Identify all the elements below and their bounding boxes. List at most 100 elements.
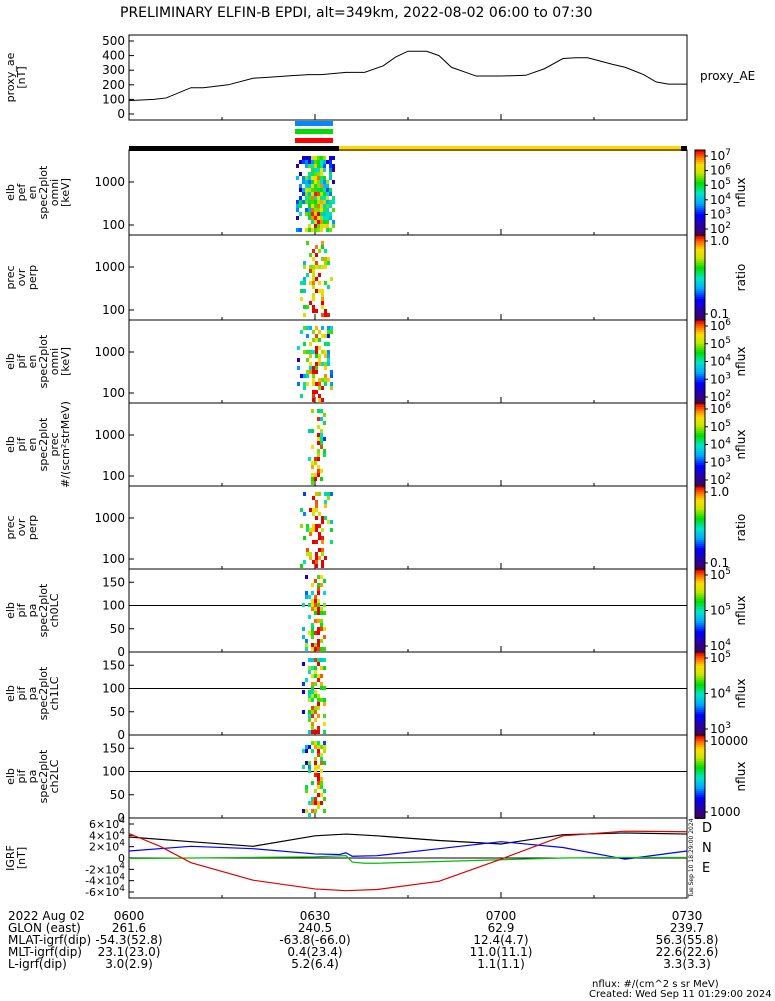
spectro-cell xyxy=(305,212,308,216)
time-row-value: 0600 xyxy=(114,909,145,923)
colorbar-cell xyxy=(695,423,705,425)
spectro-cell xyxy=(311,710,314,714)
spectro-cell xyxy=(324,313,327,317)
spectro-cell xyxy=(311,583,314,587)
spectro-cell xyxy=(317,583,320,587)
ylabel-line: [nT] xyxy=(15,66,28,88)
ytick-label: 100 xyxy=(102,552,125,566)
spectro-cell xyxy=(315,326,318,330)
spectro-cell xyxy=(320,757,323,761)
spectro-cell xyxy=(332,164,335,168)
panel-frame xyxy=(128,485,688,570)
colorbar-cell xyxy=(695,392,705,394)
ytick-label: 50 xyxy=(110,705,125,719)
spectro-cell xyxy=(324,556,327,560)
spectro-cell xyxy=(321,548,324,552)
spectro-cell xyxy=(306,358,309,362)
spectro-cell xyxy=(306,350,309,354)
spectro-cell xyxy=(326,228,329,232)
colorbar-cell xyxy=(695,372,705,374)
colorbar-cell xyxy=(695,767,705,769)
spectro-cell xyxy=(314,595,317,599)
spectro-cell xyxy=(302,662,305,666)
spectro-cell xyxy=(308,212,311,216)
colorbar-cell xyxy=(695,656,705,658)
spectro-cell xyxy=(306,382,309,386)
colorbar-cell xyxy=(695,330,705,332)
spectro-cell xyxy=(315,504,318,508)
spectro-cell xyxy=(309,370,312,374)
side-date-stamp: Tue Sep 10 18:29:00 2024 xyxy=(688,818,695,898)
spectro-cell xyxy=(312,330,315,334)
colorbar-cell xyxy=(695,647,705,649)
colorbar-cell xyxy=(695,352,705,354)
colorbar-cell xyxy=(695,538,705,540)
colorbar-cell xyxy=(695,544,705,546)
colorbar-cell xyxy=(695,230,705,232)
colorbar-cell xyxy=(695,374,705,376)
spectro-cell xyxy=(318,338,321,342)
spectro-cell xyxy=(306,528,309,532)
spectro-cell xyxy=(317,730,320,734)
spectro-cell xyxy=(317,453,320,457)
spectro-cell xyxy=(308,666,311,670)
spectro-cell xyxy=(305,192,308,196)
colorbar-unit: ratio xyxy=(734,264,748,292)
spectrogram-cells xyxy=(297,326,333,402)
colorbar-cell xyxy=(695,378,705,380)
spectro-cell xyxy=(315,540,318,544)
spectro-cell xyxy=(297,366,300,370)
spectro-cell xyxy=(303,512,306,516)
spectro-cell xyxy=(317,702,320,706)
spectro-cell xyxy=(299,200,302,204)
spectro-cell xyxy=(303,560,306,564)
spectro-cell xyxy=(317,694,320,698)
spectro-cell xyxy=(311,801,314,805)
ytick-label: 6×104 xyxy=(89,816,125,831)
colorbar-cell xyxy=(695,279,705,281)
colorbar-cell xyxy=(695,249,705,251)
ylabel-line: pa xyxy=(26,687,39,701)
ylabel-line: en xyxy=(26,438,39,452)
ytick-label: 300 xyxy=(102,63,125,77)
spectro-cell xyxy=(323,702,326,706)
spectro-cell xyxy=(309,556,312,560)
colorbar-cell xyxy=(695,546,705,548)
colorbar-cell xyxy=(695,156,705,158)
colorbar-cell xyxy=(695,338,705,340)
ylabel-line: IGRF xyxy=(4,845,17,871)
colorbar-cell xyxy=(695,301,705,303)
colorbar-cell xyxy=(695,447,705,449)
time-row-value: -63.8(-66.0) xyxy=(279,933,350,947)
spectro-cell xyxy=(300,508,303,512)
spectro-cell xyxy=(315,277,318,281)
colorbar-cell xyxy=(695,368,705,370)
spectro-cell xyxy=(299,172,302,176)
spectro-cell xyxy=(311,172,314,176)
colorbar-cell xyxy=(695,587,705,589)
spectro-cell xyxy=(330,326,333,330)
spectro-cell xyxy=(321,536,324,540)
spectro-cell xyxy=(323,184,326,188)
spectro-cell xyxy=(327,334,330,338)
spectro-cell xyxy=(326,212,329,216)
spectro-cell xyxy=(324,366,327,370)
colorbar-cell xyxy=(695,595,705,597)
spectro-cell xyxy=(303,326,306,330)
spectro-cell xyxy=(306,552,309,556)
spectro-cell xyxy=(318,346,321,350)
colorbar-cell xyxy=(695,210,705,212)
ytick-label: 500 xyxy=(102,34,125,48)
colorbar: nflux xyxy=(694,149,748,236)
spectro-cell xyxy=(326,224,329,228)
spectro-cell xyxy=(308,196,311,200)
colorbar-cell xyxy=(695,743,705,745)
spectro-cell xyxy=(317,409,320,413)
spectro-cell xyxy=(311,706,314,710)
spectro-cell xyxy=(305,196,308,200)
spectro-cell xyxy=(309,366,312,370)
spectro-cell xyxy=(308,710,311,714)
spectro-cell xyxy=(317,425,320,429)
spectro-cell xyxy=(314,765,317,769)
